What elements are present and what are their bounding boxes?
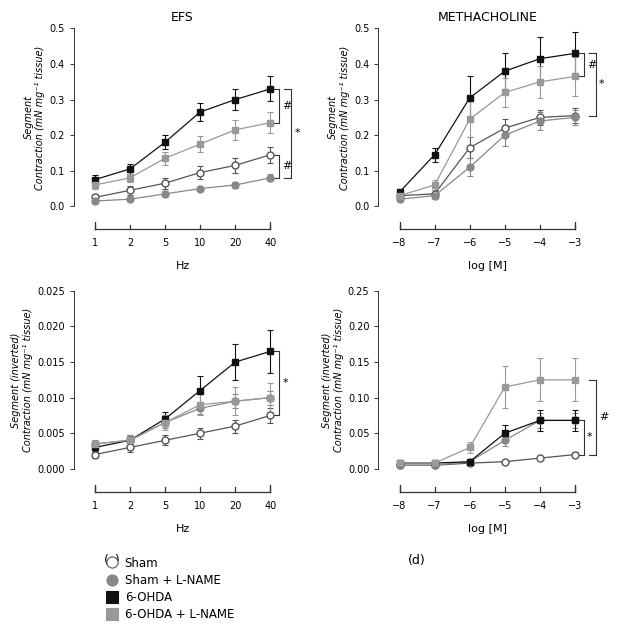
- Text: 2: 2: [127, 238, 133, 248]
- Text: log [M]: log [M]: [468, 524, 507, 534]
- Text: 5: 5: [162, 238, 168, 248]
- Text: 5: 5: [162, 501, 168, 511]
- Text: −6: −6: [463, 238, 477, 248]
- Text: −8: −8: [392, 501, 406, 511]
- Text: −8: −8: [392, 238, 406, 248]
- Text: 20: 20: [229, 501, 242, 511]
- Text: 40: 40: [264, 238, 276, 248]
- Text: log [M]: log [M]: [468, 262, 507, 272]
- Text: Hz: Hz: [176, 262, 190, 272]
- Y-axis label: Segment
Contraction (mN mg⁻¹ tissue): Segment Contraction (mN mg⁻¹ tissue): [328, 46, 350, 190]
- Y-axis label: Segment
Contraction (mN mg⁻¹ tissue): Segment Contraction (mN mg⁻¹ tissue): [24, 46, 45, 190]
- Y-axis label: Segment (inverted)
Contraction (mN mg⁻¹ tissue): Segment (inverted) Contraction (mN mg⁻¹ …: [11, 308, 33, 452]
- Text: 1: 1: [92, 238, 98, 248]
- Text: (c): (c): [104, 554, 121, 567]
- Text: #: #: [282, 161, 292, 171]
- Text: 20: 20: [229, 238, 242, 248]
- Legend: Sham, Sham + L-NAME, 6-OHDA, 6-OHDA + L-NAME: Sham, Sham + L-NAME, 6-OHDA, 6-OHDA + L-…: [106, 557, 234, 621]
- Title: METHACHOLINE: METHACHOLINE: [437, 11, 537, 25]
- Text: (b): (b): [408, 292, 426, 305]
- Text: *: *: [587, 432, 593, 442]
- Text: 10: 10: [194, 501, 206, 511]
- Text: −6: −6: [463, 501, 477, 511]
- Text: *: *: [599, 80, 604, 90]
- Y-axis label: Segment (inverted)
Contraction (mN mg⁻¹ tissue): Segment (inverted) Contraction (mN mg⁻¹ …: [322, 308, 344, 452]
- Text: Hz: Hz: [176, 524, 190, 534]
- Text: (a): (a): [104, 292, 121, 305]
- Text: −5: −5: [497, 238, 512, 248]
- Text: −4: −4: [533, 501, 547, 511]
- Text: 40: 40: [264, 501, 276, 511]
- Text: −7: −7: [428, 501, 442, 511]
- Text: −3: −3: [568, 238, 582, 248]
- Title: EFS: EFS: [171, 11, 194, 25]
- Text: 1: 1: [92, 501, 98, 511]
- Text: *: *: [282, 379, 288, 389]
- Text: (d): (d): [408, 554, 426, 567]
- Text: #: #: [599, 412, 608, 422]
- Text: −5: −5: [497, 501, 512, 511]
- Text: #: #: [587, 60, 596, 70]
- Text: 2: 2: [127, 501, 133, 511]
- Text: 10: 10: [194, 238, 206, 248]
- Text: #: #: [282, 101, 292, 111]
- Text: *: *: [294, 128, 300, 138]
- Text: −3: −3: [568, 501, 582, 511]
- Text: −7: −7: [428, 238, 442, 248]
- Text: −4: −4: [533, 238, 547, 248]
